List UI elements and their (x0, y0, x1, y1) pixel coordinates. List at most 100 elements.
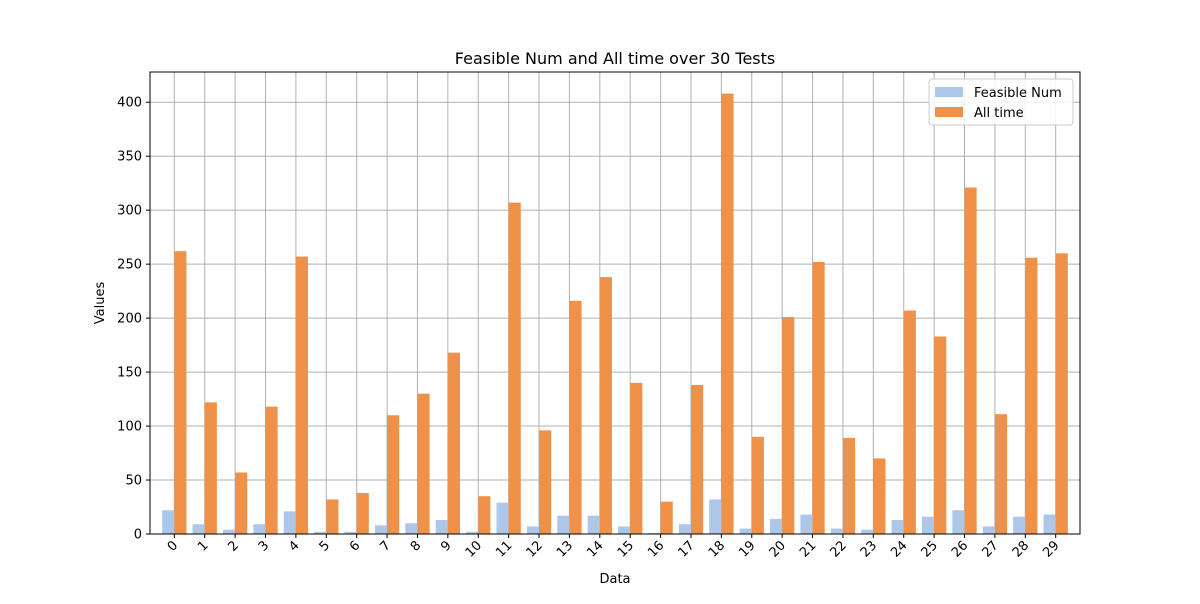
bar-feasible-num (466, 531, 479, 534)
x-tick-label: 10 (463, 538, 485, 560)
bar-all-time (387, 415, 400, 534)
bar-all-time (417, 393, 430, 534)
x-tick-label: 7 (377, 538, 393, 554)
bar-feasible-num (557, 515, 570, 534)
bar-all-time (630, 382, 643, 534)
legend-label-feasible-num: Feasible Num (974, 86, 1062, 101)
legend-swatch-all-time (935, 107, 963, 117)
y-tick-label: 0 (134, 528, 142, 543)
bar-feasible-num (405, 523, 418, 534)
bar-all-time (295, 256, 309, 534)
x-tick-label: 11 (493, 538, 515, 560)
bar-feasible-num (770, 518, 783, 534)
x-tick-label: 19 (736, 538, 758, 560)
bar-feasible-num (861, 529, 874, 534)
bar-feasible-num (253, 524, 266, 534)
bar-all-time (721, 93, 734, 535)
legend-label-all-time: All time (974, 106, 1024, 121)
bar-all-time (447, 352, 460, 534)
bar-feasible-num (830, 528, 843, 534)
x-tick-label: 15 (615, 538, 637, 560)
x-tick-label: 13 (554, 538, 576, 560)
bar-feasible-num (283, 511, 296, 534)
bar-all-time (174, 251, 187, 534)
bar-feasible-num (618, 526, 631, 534)
plot-frame (149, 71, 1081, 535)
bars (162, 93, 1068, 535)
bar-feasible-num (192, 524, 205, 534)
bar-feasible-num (526, 526, 540, 534)
bar-all-time (204, 402, 217, 534)
bar-feasible-num (435, 519, 448, 534)
y-tick-label: 250 (117, 258, 142, 273)
bar-feasible-num (1013, 516, 1026, 534)
bar-feasible-num (314, 531, 327, 534)
bar-feasible-num (952, 510, 965, 534)
bar-feasible-num (1043, 514, 1056, 534)
bar-feasible-num (739, 528, 752, 534)
bar-all-time (1055, 253, 1068, 534)
y-tick-label: 200 (117, 312, 142, 327)
bar-feasible-num (587, 515, 600, 534)
x-tick-label: 21 (797, 538, 819, 560)
x-tick-label: 25 (919, 538, 941, 560)
x-tick-label: 23 (858, 538, 880, 560)
bar-all-time (265, 406, 278, 534)
y-axis-label: Values (93, 282, 108, 325)
bar-all-time (690, 385, 704, 534)
bar-feasible-num (496, 502, 509, 534)
x-tick-label: 20 (767, 538, 789, 560)
x-tick-label: 8 (408, 538, 424, 554)
bar-all-time (751, 436, 764, 534)
bar-all-time (326, 499, 339, 534)
x-tick-label: 16 (645, 538, 667, 560)
bar-all-time (903, 310, 916, 534)
x-tick-label: 12 (524, 538, 546, 560)
bar-all-time (994, 414, 1008, 534)
x-tick-label: 2 (225, 538, 241, 554)
bar-feasible-num (709, 499, 722, 534)
bar-all-time (934, 336, 947, 534)
bar-all-time (964, 187, 977, 534)
bar-all-time (812, 261, 825, 534)
bar-all-time (660, 501, 673, 534)
bar-all-time (356, 492, 369, 534)
x-axis-label: Data (599, 572, 630, 587)
bar-feasible-num (648, 532, 661, 534)
bar-feasible-num (162, 510, 175, 534)
x-tick-label: 0 (165, 538, 181, 554)
bar-all-time (1025, 257, 1038, 534)
y-tick-label: 100 (117, 420, 142, 435)
x-tick-label: 24 (888, 538, 910, 560)
bar-feasible-num (344, 531, 357, 534)
legend-swatch-feasible-num (935, 87, 963, 97)
x-tick-label: 29 (1040, 538, 1062, 560)
y-tick-label: 50 (125, 474, 142, 489)
x-tick-label: 17 (676, 538, 698, 560)
bar-all-time (873, 458, 886, 534)
legend: Feasible Num All time (928, 78, 1074, 126)
x-tick-label: 9 (438, 538, 454, 554)
bar-feasible-num (982, 526, 995, 534)
bar-all-time (478, 496, 491, 534)
bar-all-time (569, 300, 582, 534)
bar-feasible-num (800, 514, 813, 534)
x-tick-label: 28 (1010, 538, 1032, 560)
y-tick-label: 300 (117, 204, 142, 219)
x-tick-label: 22 (827, 538, 849, 560)
x-tick-label: 6 (347, 538, 363, 554)
legend-box (928, 78, 1074, 126)
x-tick-label: 26 (949, 538, 971, 560)
bar-feasible-num (374, 525, 388, 534)
x-tick-label: 18 (706, 538, 728, 560)
bar-feasible-num (678, 524, 691, 534)
x-tick-label: 5 (317, 538, 333, 554)
bar-feasible-num (891, 519, 904, 534)
bar-all-time (539, 430, 552, 534)
bar-all-time (599, 277, 612, 534)
y-tick-label: 400 (117, 96, 142, 111)
x-tick-label: 14 (584, 538, 606, 560)
bar-all-time (235, 472, 248, 534)
